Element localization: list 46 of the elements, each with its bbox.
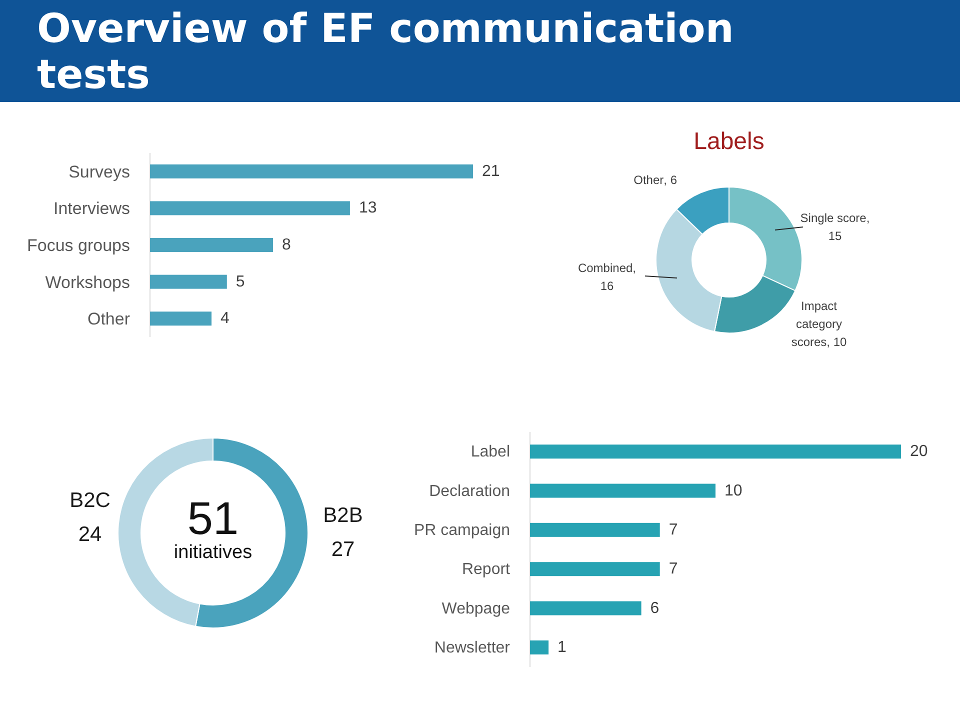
y-tick-label: Interviews (53, 198, 130, 218)
text: 51 (187, 492, 239, 544)
bar (150, 201, 350, 216)
bar (530, 522, 660, 537)
data-label: 7 (668, 560, 678, 578)
data-label: 1 (558, 638, 567, 656)
y-tick-label: Focus groups (27, 236, 130, 254)
slice-label: Single score (800, 211, 867, 225)
bar (150, 312, 212, 326)
data-label: 10 (724, 482, 742, 500)
slice-label: B2B (323, 504, 363, 526)
data-label: , 6 (664, 173, 678, 187)
chart-title: Labels (694, 128, 764, 154)
y-tick-label: Declaration (429, 482, 510, 500)
data-label: 5 (236, 273, 245, 290)
bar (150, 274, 227, 289)
y-tick-label: Surveys (68, 162, 130, 181)
data-label: 4 (220, 310, 230, 328)
y-tick-label: Report (462, 560, 511, 578)
data-label: 24 (78, 522, 102, 546)
y-tick-label: Other (87, 309, 130, 328)
bar (150, 164, 473, 178)
text: initiatives (174, 542, 252, 562)
bar (530, 444, 901, 459)
data-label: 21 (482, 162, 500, 180)
data-label: 8 (282, 236, 292, 254)
bar (150, 238, 274, 252)
slice-label: Combined (578, 261, 633, 275)
data-label: 27 (331, 538, 355, 560)
bar (530, 484, 716, 498)
y-tick-label: PR campaign (414, 521, 510, 538)
y-tick-label: Label (470, 443, 510, 460)
data-label: 7 (668, 521, 678, 538)
y-tick-label: Webpage (442, 600, 510, 617)
chart-title: Overview of EF communication tests (37, 6, 734, 98)
bar (530, 601, 642, 616)
slice-label: B2C (70, 488, 110, 512)
data-label: 13 (358, 200, 377, 217)
data-label: 6 (650, 600, 660, 617)
bar (530, 562, 660, 576)
data-label: , 10 (826, 335, 848, 349)
y-tick-label: Workshops (45, 272, 130, 292)
slice-label: Other (634, 173, 664, 187)
bar (530, 640, 549, 654)
y-tick-label: Newsletter (434, 638, 511, 656)
data-label: 20 (910, 443, 928, 460)
